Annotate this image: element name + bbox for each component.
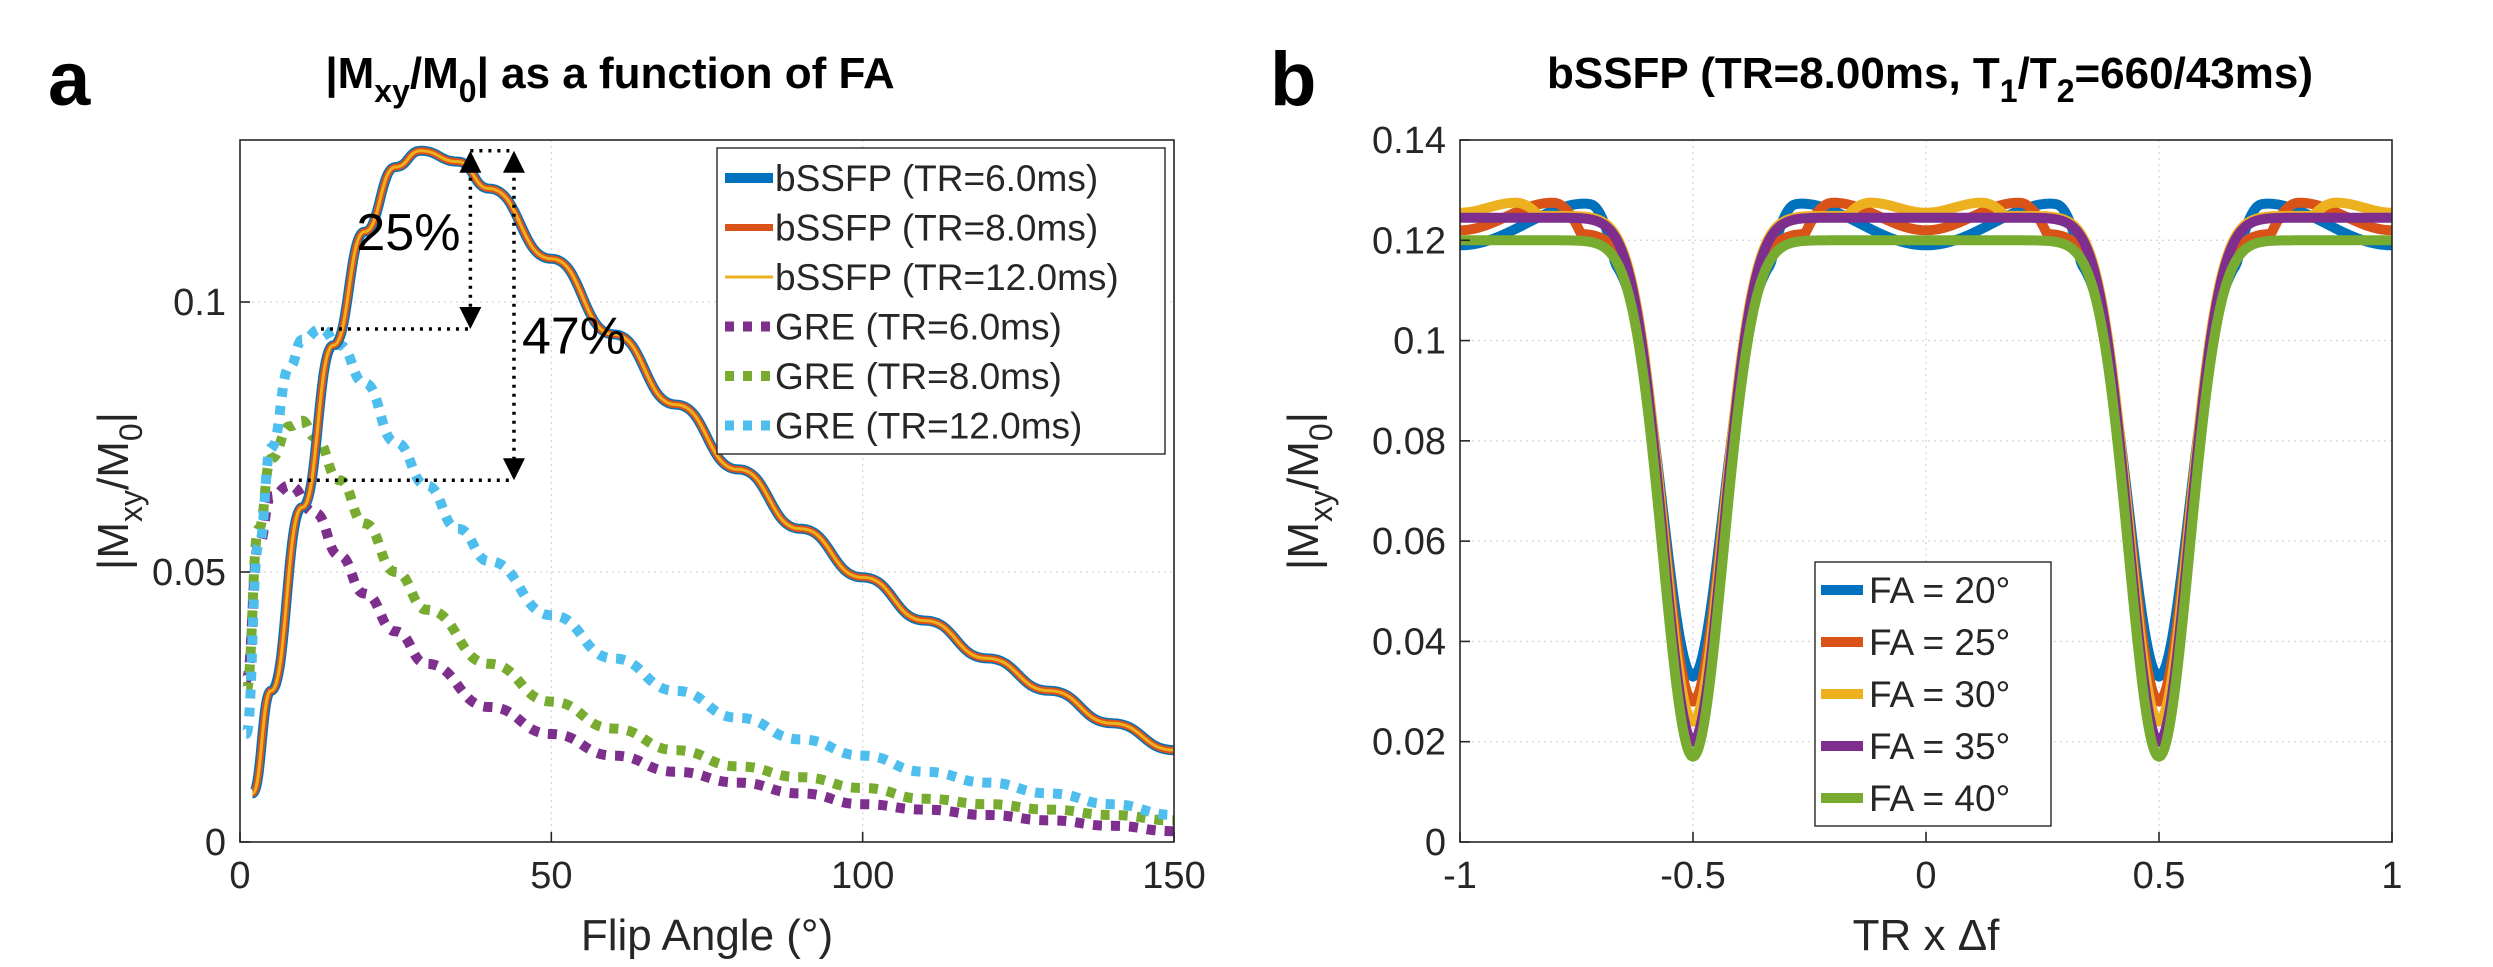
series-gre-tr-6-0ms (241, 480, 1175, 837)
x-tick-label: -1 (1443, 855, 1477, 897)
x-tick-label: 150 (1142, 855, 1205, 897)
x-tick-label: 0.5 (2133, 855, 2186, 897)
panel-a-annotations: 25% 47% (289, 149, 626, 482)
y-tick-label: 0.1 (1393, 321, 1446, 363)
panel-a-ticks: 0 50 100 150 0 0.05 0.1 (152, 282, 1206, 897)
panel-label-b: b (1270, 37, 1316, 122)
panel-a-axes-box (239, 139, 1175, 843)
legend-label-fa-20: FA = 20° (1869, 570, 2010, 611)
panel-a: a |Mxy/M0| as a function of FA 25% 47% 0 5… (48, 37, 1206, 960)
series-gre-tr-8-0ms (241, 415, 1175, 826)
legend-label-bssfp-tr-8-0ms: bSSFP (TR=8.0ms) (775, 208, 1098, 249)
x-tick-label: 0 (229, 855, 250, 897)
y-tick-label: 0.1 (173, 282, 226, 324)
legend-label-bssfp-tr-6-0ms: bSSFP (TR=6.0ms) (775, 158, 1098, 199)
panel-b-series (1456, 197, 2396, 762)
series-fa-35 (1456, 212, 2396, 747)
panel-b-legend: FA = 20° FA = 25° FA = 30° FA = 35° FA = 40° (1814, 561, 2052, 827)
panel-b-ylabel: |Mxy/M0| (1279, 412, 1339, 570)
panel-b-title: bSSFP (TR=8.00ms, T1/T2=660/43ms) (1547, 49, 2313, 109)
legend-box (716, 147, 1166, 455)
legend-label-gre-tr-8-0ms: GRE (TR=8.0ms) (775, 356, 1062, 397)
legend-label-bssfp-tr-12-0ms: bSSFP (TR=12.0ms) (775, 257, 1119, 298)
legend-label-fa-40: FA = 40° (1869, 778, 2010, 819)
panel-a-xlabel: Flip Angle (°) (581, 911, 833, 960)
panel-a-title: |Mxy/M0| as a function of FA (325, 49, 894, 109)
annotation-label-47: 47% (522, 308, 626, 366)
legend-label-gre-tr-12-0ms: GRE (TR=12.0ms) (775, 406, 1082, 447)
y-tick-label: 0.04 (1372, 621, 1446, 663)
x-tick-label: -0.5 (1660, 855, 1725, 897)
y-tick-label: 0.14 (1372, 120, 1446, 162)
y-tick-label: 0.08 (1372, 421, 1446, 463)
y-tick-label: 0 (205, 822, 226, 864)
series-bssfp-tr-12-0ms (250, 149, 1175, 795)
panel-b: b bSSFP (TR=8.00ms, T1/T2=660/43ms) -1 -0… (1270, 37, 2403, 960)
x-tick-label: 50 (530, 855, 572, 897)
panel-a-ylabel: |Mxy/M0| (89, 412, 149, 570)
arrowhead-up (502, 150, 525, 173)
arrowhead-down (459, 307, 482, 329)
x-tick-label: 0 (1915, 855, 1936, 897)
y-tick-label: 0.12 (1372, 220, 1446, 262)
arrowhead-up (459, 150, 482, 173)
panel-b-xlabel: TR x Δf (1853, 911, 2000, 960)
legend-label-fa-30: FA = 30° (1869, 674, 2010, 715)
panel-b-ticks: -1 -0.5 0 0.5 1 0 0.02 0.04 0.06 0.08 0.1 0.12 0.14 (1372, 120, 2403, 897)
annotation-label-25: 25% (356, 204, 460, 262)
y-tick-label: 0.02 (1372, 722, 1446, 764)
series-gre-tr-12-0ms (241, 324, 1175, 820)
y-tick-label: 0.06 (1372, 521, 1446, 563)
panel-a-legend: bSSFP (TR=6.0ms) bSSFP (TR=8.0ms) bSSFP (T… (716, 147, 1166, 455)
series-fa-25 (1456, 197, 2396, 707)
x-tick-label: 100 (831, 855, 894, 897)
y-tick-label: 0.05 (152, 552, 226, 594)
legend-label-gre-tr-6-0ms: GRE (TR=6.0ms) (775, 307, 1062, 348)
panel-label-a: a (48, 37, 91, 122)
x-tick-label: 1 (2381, 855, 2402, 897)
legend-label-fa-25: FA = 25° (1869, 622, 2010, 663)
panel-a-series (241, 145, 1175, 837)
arrowhead-down (502, 458, 525, 481)
y-tick-label: 0 (1425, 822, 1446, 864)
series-fa-40 (1456, 235, 2396, 762)
legend-label-fa-35: FA = 35° (1869, 726, 2010, 767)
